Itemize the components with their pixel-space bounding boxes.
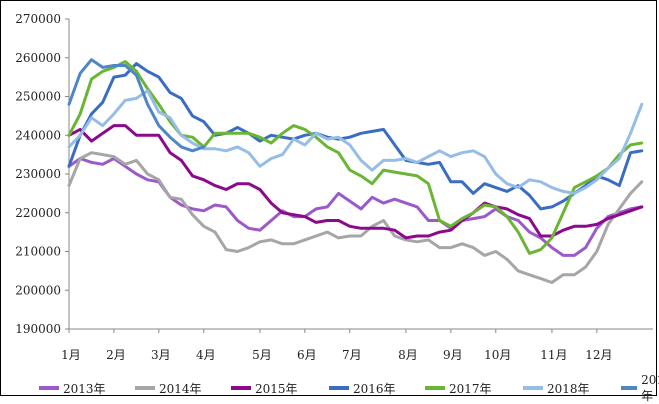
x-tick-label: 7月 bbox=[342, 348, 362, 362]
legend-item: 2013年 bbox=[39, 379, 106, 397]
series-line-3 bbox=[67, 62, 644, 211]
y-tick-label: 240000 bbox=[15, 128, 61, 142]
x-tick-label: 10月 bbox=[484, 348, 511, 362]
x-tick-label: 3月 bbox=[151, 348, 171, 362]
y-tick-label: 200000 bbox=[15, 283, 61, 297]
legend-item: 2016年 bbox=[329, 379, 396, 397]
y-tick-label: 190000 bbox=[15, 322, 61, 336]
legend-swatch bbox=[329, 386, 349, 390]
legend: 2013年 2014年 2015年 2016年 2017年 2018年 2019年 bbox=[39, 373, 659, 403]
x-tick-label: 9月 bbox=[443, 348, 463, 362]
y-tick-label: 260000 bbox=[15, 51, 61, 65]
legend-item: 2014年 bbox=[135, 379, 202, 397]
legend-label: 2014年 bbox=[159, 381, 202, 396]
series-line-1 bbox=[67, 151, 644, 284]
axes: 190000 200000 210000 220000 230000 240000 2500… bbox=[15, 12, 653, 362]
legend-label: 2018年 bbox=[547, 381, 590, 396]
x-tick-label: 6月 bbox=[297, 348, 317, 362]
legend-label: 2015年 bbox=[255, 381, 298, 396]
legend-label: 2016年 bbox=[353, 381, 396, 396]
x-tick-label: 4月 bbox=[196, 348, 216, 362]
legend-swatch bbox=[135, 386, 155, 390]
legend-item: 2017年 bbox=[425, 379, 492, 397]
legend-swatch bbox=[621, 386, 638, 390]
y-tick-label: 270000 bbox=[15, 12, 61, 26]
legend-swatch bbox=[39, 386, 59, 390]
legend-item: 2018年 bbox=[523, 379, 590, 397]
series-line-5 bbox=[67, 89, 644, 195]
legend-item: 2015年 bbox=[231, 379, 298, 397]
legend-label: 2013年 bbox=[63, 381, 106, 396]
legend-swatch bbox=[523, 386, 543, 390]
y-tick-label: 220000 bbox=[15, 206, 61, 220]
legend-swatch bbox=[231, 386, 251, 390]
x-tick-label: 11月 bbox=[540, 348, 567, 362]
x-tick-label: 1月 bbox=[61, 348, 81, 362]
y-tick-label: 230000 bbox=[15, 167, 61, 181]
y-tick-label: 250000 bbox=[15, 90, 61, 104]
legend-label: 2019年 bbox=[641, 372, 659, 403]
x-tick-label: 2月 bbox=[106, 348, 126, 362]
y-tick-label: 210000 bbox=[15, 245, 61, 259]
series-line-4 bbox=[67, 60, 644, 255]
x-tick-label: 8月 bbox=[398, 348, 418, 362]
legend-item: 2019年 bbox=[621, 373, 659, 403]
x-tick-label: 5月 bbox=[252, 348, 272, 362]
legend-swatch bbox=[425, 386, 445, 390]
series-layer bbox=[67, 58, 644, 284]
x-tick-label: 12月 bbox=[585, 348, 612, 362]
series-line-6 bbox=[67, 58, 206, 153]
series-line-2 bbox=[67, 124, 644, 240]
legend-label: 2017年 bbox=[449, 381, 492, 396]
